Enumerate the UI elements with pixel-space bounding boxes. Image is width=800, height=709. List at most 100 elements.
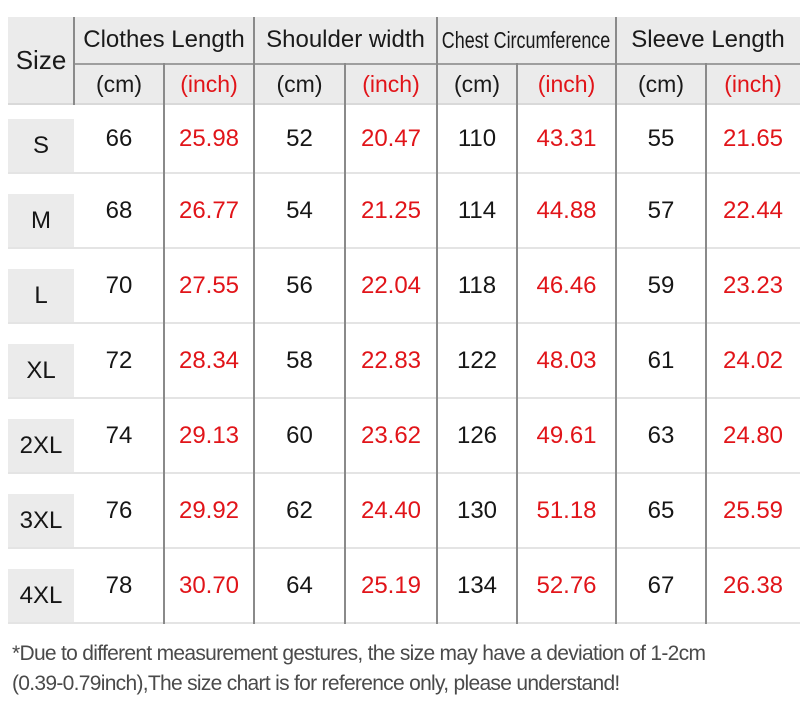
cell-cm-value: 66: [105, 124, 133, 152]
header-group-clothes-length: Clothes Length (cm) (inch): [74, 17, 254, 103]
cell-inch-value: 28.34: [178, 346, 240, 374]
cell-cm-value: 74: [105, 421, 133, 449]
unit-cm-header: (cm): [638, 70, 684, 97]
table-row-4xl: 4XL 78 30.70 64 25.19 134 52.76 67 26.38: [8, 549, 800, 624]
header-groups: Clothes Length (cm) (inch) Shoulder width (c…: [74, 17, 800, 103]
column-divider-line: [73, 17, 75, 105]
cell-cm-value: 62: [286, 496, 313, 524]
cell-cm-value: 58: [286, 346, 313, 374]
cell-cm-value: 64: [286, 571, 313, 599]
cell-cm-value: 134: [456, 571, 498, 599]
group-label: Sleeve Length: [616, 17, 800, 65]
cell-inch-value: 43.31: [536, 124, 597, 152]
group-label-text: Clothes Length: [83, 26, 245, 53]
size-cell-wrap: S: [8, 105, 74, 172]
group-label-text: Chest Circumference: [442, 26, 611, 53]
cell-cm-value: 57: [647, 196, 675, 224]
cell-inch-value: 22.44: [722, 196, 784, 224]
cell-inch-value: 20.47: [360, 124, 422, 152]
table-row-2xl: 2XL 74 29.13 60 23.62 126 49.61 63 24.80: [8, 399, 800, 474]
unit-cm-header: (cm): [96, 70, 142, 97]
cell-inch-value: 21.65: [722, 124, 784, 152]
cell-cm-value: 78: [105, 571, 133, 599]
cell-cm-value: 63: [647, 421, 675, 449]
unit-inch-header: (inch): [724, 70, 782, 97]
size-cell-wrap: 2XL: [8, 399, 74, 472]
unit-row: (cm) (inch): [616, 65, 800, 103]
table-row-3xl: 3XL 76 29.92 62 24.40 130 51.18 65 25.59: [8, 474, 800, 549]
footnote-line-2: (0.39-0.79inch),The size chart is for re…: [12, 672, 620, 695]
table-row-m: M 68 26.77 54 21.25 114 44.88 57 22.44: [8, 174, 800, 249]
header-size: Size: [15, 44, 67, 75]
group-label-text: Sleeve Length: [631, 26, 785, 53]
header-group-sleeve-length: Sleeve Length (cm) (inch): [616, 17, 800, 103]
cell-inch-value: 24.40: [360, 496, 422, 524]
size-cell-wrap: 3XL: [8, 474, 74, 547]
cell-cm-value: 122: [456, 346, 498, 374]
size-label: 2XL: [8, 419, 74, 472]
cell-inch-value: 46.46: [536, 271, 597, 299]
column-divider-line: [436, 17, 438, 624]
table-row-s: S 66 25.98 52 20.47 110 43.31 55 21.65: [8, 105, 800, 174]
cell-inch-value: 22.83: [360, 346, 422, 374]
column-divider-line: [253, 17, 255, 624]
cell-inch-value: 25.59: [722, 496, 784, 524]
cell-inch-value: 25.98: [178, 124, 240, 152]
cell-cm-value: 118: [457, 271, 497, 299]
size-chart-table: Size Clothes Length (cm) (inch) Shoulder wi…: [8, 17, 800, 624]
size-label: XL: [8, 344, 74, 397]
size-label: 3XL: [8, 494, 74, 547]
footnote: *Due to different measurement gestures, …: [12, 639, 792, 699]
unit-row: (cm) (inch): [254, 65, 437, 103]
size-label: L: [8, 269, 74, 322]
table-row-xl: XL 72 28.34 58 22.83 122 48.03 61 24.02: [8, 324, 800, 399]
size-label: 4XL: [8, 569, 74, 622]
header-group-shoulder-width: Shoulder width (cm) (inch): [254, 17, 437, 103]
cell-inch-value: 26.77: [178, 196, 240, 224]
cell-cm-value: 70: [105, 271, 133, 299]
unit-inch-header: (inch): [362, 70, 420, 97]
cell-cm-value: 61: [647, 346, 675, 374]
cell-inch-value: 49.61: [536, 421, 597, 449]
size-cell-wrap: 4XL: [8, 549, 74, 622]
cell-cm-value: 52: [286, 124, 313, 152]
column-divider-line: [163, 63, 165, 624]
cell-inch-value: 24.80: [722, 421, 784, 449]
cell-cm-value: 76: [105, 496, 133, 524]
cell-inch-value: 26.38: [722, 571, 784, 599]
cell-inch-value: 30.70: [178, 571, 240, 599]
cell-inch-value: 48.03: [536, 346, 597, 374]
cell-inch-value: 21.25: [360, 196, 422, 224]
size-cell-wrap: L: [8, 249, 74, 322]
cell-cm-value: 126: [456, 421, 498, 449]
group-label-text: Shoulder width: [266, 26, 425, 53]
cell-inch-value: 24.02: [722, 346, 784, 374]
table-row-l: L 70 27.55 56 22.04 118 46.46 59 23.23: [8, 249, 800, 324]
cell-inch-value: 22.04: [360, 271, 422, 299]
unit-cm-header: (cm): [454, 70, 500, 97]
cell-inch-value: 29.13: [178, 421, 240, 449]
group-label: Chest Circumference: [437, 17, 616, 65]
table-body: S 66 25.98 52 20.47 110 43.31 55 21.65 M 68 26.77 54…: [8, 105, 800, 624]
cell-cm-value: 130: [456, 496, 498, 524]
header-group-chest-circumference: Chest Circumference (cm) (inch): [437, 17, 616, 103]
cell-inch-value: 27.55: [178, 271, 240, 299]
cell-cm-value: 56: [286, 271, 313, 299]
cell-cm-value: 54: [286, 196, 313, 224]
cell-cm-value: 65: [647, 496, 675, 524]
column-divider-line: [344, 63, 346, 624]
cell-inch-value: 23.62: [360, 421, 422, 449]
footnote-line-1: *Due to different measurement gestures, …: [12, 642, 706, 665]
unit-inch-header: (inch): [180, 70, 238, 97]
size-cell-wrap: XL: [8, 324, 74, 397]
unit-cm-header: (cm): [276, 70, 323, 97]
column-divider-line: [615, 17, 617, 624]
cell-inch-value: 25.19: [360, 571, 422, 599]
group-label: Shoulder width: [254, 17, 437, 65]
column-divider-line: [516, 63, 518, 624]
cell-inch-value: 29.92: [178, 496, 240, 524]
cell-cm-value: 55: [647, 124, 675, 152]
cell-inch-value: 44.88: [536, 196, 597, 224]
size-cell-wrap: M: [8, 174, 74, 247]
